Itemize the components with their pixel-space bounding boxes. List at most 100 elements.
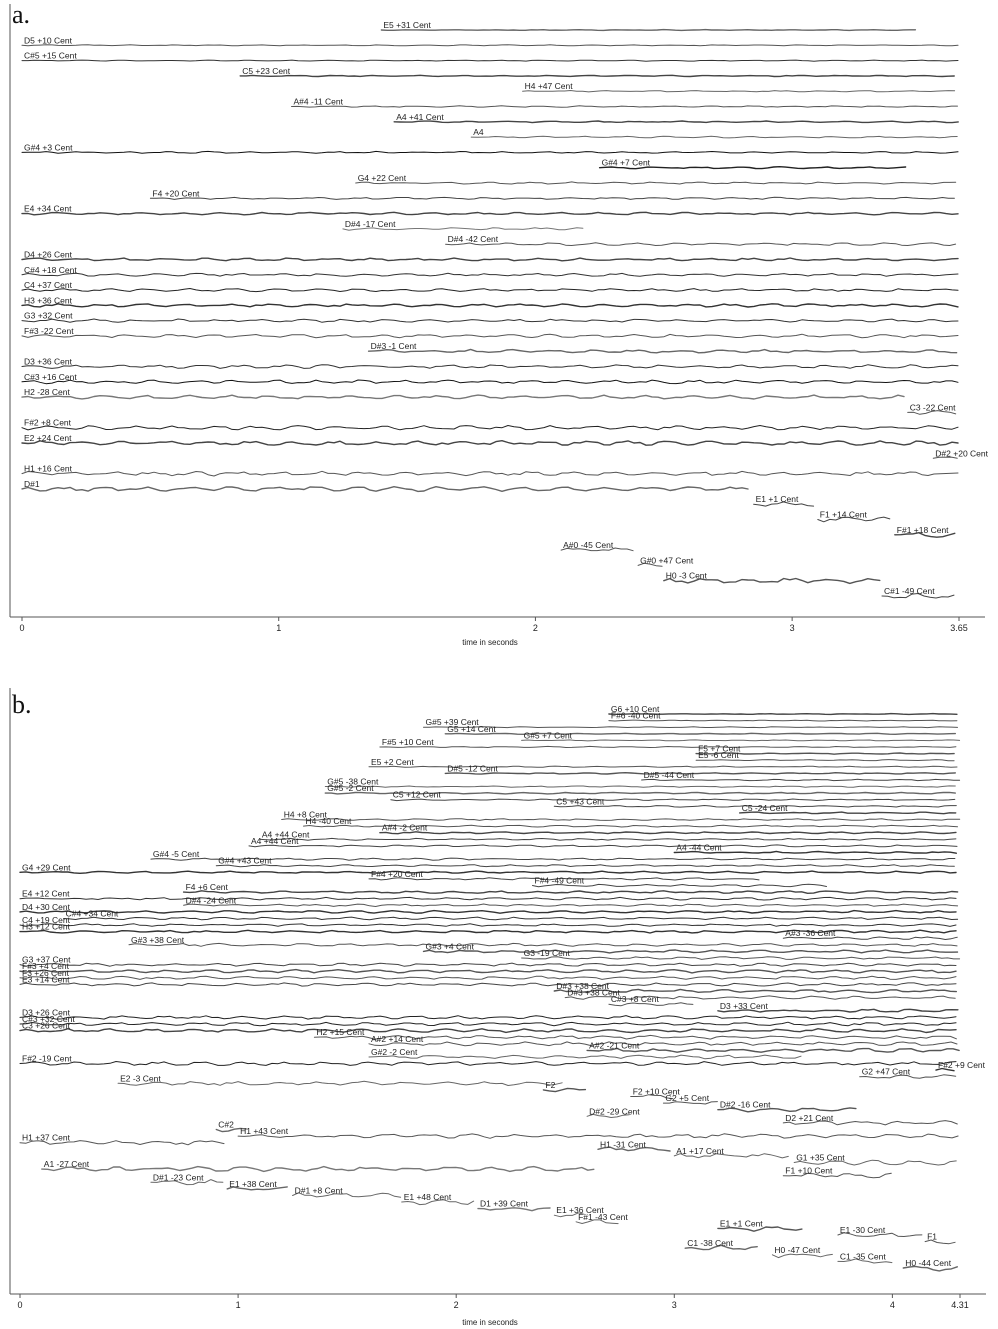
partial-trace <box>684 1244 758 1251</box>
x-tick-label: 4 <box>890 1300 895 1310</box>
partial-trace <box>553 988 957 994</box>
partial-trace <box>19 1021 957 1027</box>
partial-label: F2 +10 Cent <box>633 1087 681 1097</box>
partial-label: C3 +26 Cent <box>22 1021 71 1031</box>
partial-trace <box>935 1067 955 1072</box>
partial-label: E1 +48 Cent <box>404 1192 452 1202</box>
partial-trace <box>324 785 956 788</box>
partial-label: G3 -19 Cent <box>524 948 571 958</box>
partial-trace <box>859 1074 957 1079</box>
partial-trace <box>423 726 958 729</box>
partial-label: C#5 +15 Cent <box>24 51 77 61</box>
partial-label: A#3 -36 Cent <box>785 928 836 938</box>
partial-label: F1 +10 Cent <box>785 1166 833 1176</box>
partial-trace <box>532 883 827 888</box>
partial-label: G#4 -5 Cent <box>153 849 200 859</box>
partial-trace <box>291 105 958 108</box>
partial-label: H2 +15 Cent <box>316 1027 365 1037</box>
partial-trace <box>41 1165 595 1173</box>
partial-trace <box>641 778 961 782</box>
x-tick-label: 2 <box>533 623 538 633</box>
partial-trace <box>753 501 815 507</box>
partial-trace <box>717 1008 959 1013</box>
partial-trace <box>19 929 957 934</box>
partial-trace <box>19 909 957 914</box>
partial-label: H4 +47 Cent <box>525 81 574 91</box>
partial-label: H1 +16 Cent <box>24 464 73 474</box>
partial-label: E5 -6 Cent <box>698 750 739 760</box>
x-tick-label: 3.65 <box>950 623 968 633</box>
partial-label: F#6 -40 Cent <box>611 711 661 721</box>
partial-trace <box>663 577 881 585</box>
partial-label: D3 +26 Cent <box>22 1007 71 1017</box>
partial-trace <box>597 1146 671 1152</box>
partial-trace <box>324 791 956 795</box>
partial-label: G3 +32 Cent <box>24 311 73 321</box>
partial-label: G#5 +39 Cent <box>426 717 480 727</box>
partial-label: E2 -3 Cent <box>120 1073 161 1083</box>
partial-label: H3 +36 Cent <box>24 295 73 305</box>
partial-label: F#2 +9 Cent <box>938 1060 986 1070</box>
partial-trace <box>368 765 958 768</box>
partial-trace <box>226 1186 288 1191</box>
partial-label: D#3 -1 Cent <box>371 341 417 351</box>
partial-trace <box>379 831 957 835</box>
partial-label: F#3 +4 Cent <box>22 961 70 971</box>
partial-trace <box>237 1133 959 1139</box>
partial-label: F#4 +20 Cent <box>371 869 423 879</box>
partial-label: F3 +26 Cent <box>22 968 70 978</box>
partial-label: G#4 +3 Cent <box>24 142 73 152</box>
partial-trace <box>673 1153 789 1159</box>
partial-trace <box>150 857 956 861</box>
partial-label: H0 -3 Cent <box>666 571 708 581</box>
panel-a-x-axis-title: time in seconds <box>462 638 518 647</box>
partial-label: A4 +44 Cent <box>262 829 310 839</box>
partial-label: C#3 +16 Cent <box>24 372 77 382</box>
partial-label: G#3 +4 Cent <box>426 941 475 951</box>
partial-trace <box>303 824 958 828</box>
partial-trace <box>149 196 955 200</box>
partial-trace <box>21 379 959 385</box>
partial-trace <box>117 1080 563 1086</box>
partial-label: C#1 -49 Cent <box>884 586 935 596</box>
partial-trace <box>521 739 961 742</box>
partial-trace <box>21 272 959 277</box>
partial-trace <box>564 995 956 1000</box>
panel-b: b. time in seconds 0 1 2 3 4 4.31 G6 +10 Cent… <box>9 688 986 1327</box>
partial-label: A1 -27 Cent <box>44 1159 90 1169</box>
partial-trace <box>19 982 957 987</box>
partial-label: G#5 -38 Cent <box>327 777 379 787</box>
partial-label: H3 +12 Cent <box>22 922 71 932</box>
partial-label: C#4 +34 Cent <box>66 909 119 919</box>
partial-trace <box>128 942 958 947</box>
partial-label: F#1 -43 Cent <box>578 1212 628 1222</box>
partial-trace <box>21 150 959 154</box>
partial-trace <box>21 318 959 323</box>
partial-trace <box>342 227 584 231</box>
partial-trace <box>21 394 905 400</box>
partial-trace <box>717 1107 857 1113</box>
panel-b-x-axis-title: time in seconds <box>462 1318 518 1327</box>
partial-trace <box>21 364 959 369</box>
partial-label: G#5 -2 Cent <box>327 783 374 793</box>
partial-trace <box>368 1054 802 1060</box>
partial-trace <box>445 242 957 246</box>
partial-label: H4 -40 Cent <box>306 816 352 826</box>
partial-trace <box>239 74 955 78</box>
partial-label: A#2 +14 Cent <box>371 1034 424 1044</box>
partial-label: C1 -35 Cent <box>840 1251 886 1261</box>
x-tick-label: 3 <box>672 1300 677 1310</box>
partial-trace <box>553 1212 585 1218</box>
partial-trace <box>637 562 663 567</box>
partial-trace <box>817 516 891 523</box>
partial-trace <box>281 818 961 821</box>
partial-label: A#0 -45 Cent <box>563 540 614 550</box>
partial-trace <box>560 547 634 552</box>
partial-label: E5 +2 Cent <box>371 757 414 767</box>
partial-trace <box>470 135 958 139</box>
partial-trace <box>21 425 959 431</box>
partial-trace <box>63 916 959 921</box>
partial-trace <box>598 166 907 170</box>
partial-label: G#5 +7 Cent <box>524 730 573 740</box>
